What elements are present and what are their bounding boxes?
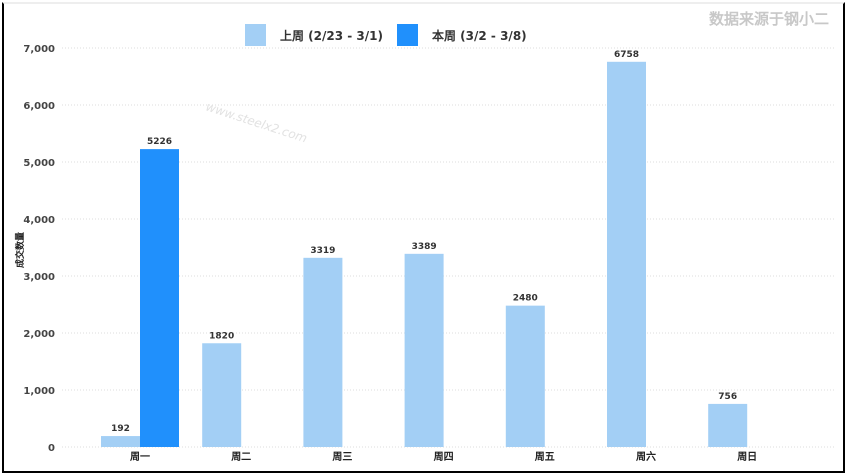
y-tick-label: 7,000: [23, 44, 55, 55]
x-tick-label: 周二: [231, 451, 251, 463]
y-tick-label: 3,000: [23, 272, 55, 283]
x-tick-label: 周日: [737, 451, 757, 463]
data-label: 3319: [310, 246, 335, 256]
data-label: 5226: [147, 137, 172, 147]
bar-last-week[interactable]: [404, 253, 444, 447]
x-tick-label: 周五: [535, 451, 555, 463]
bar-last-week[interactable]: [708, 403, 748, 447]
source-note: 数据来源于钢小二: [708, 10, 829, 28]
y-tick-label: 1,000: [23, 386, 55, 397]
legend-swatch-this-week: [397, 24, 418, 46]
bar-last-week[interactable]: [101, 436, 140, 447]
bar-last-week[interactable]: [607, 61, 646, 447]
data-label: 6758: [614, 50, 639, 60]
y-tick-label: 6,000: [23, 101, 55, 112]
data-label: 2480: [513, 294, 538, 304]
y-tick-label: 0: [48, 443, 55, 454]
legend-item-this-week[interactable]: 本周 (3/2 - 3/8): [397, 24, 527, 46]
watermark: www.steelx2.com: [204, 100, 309, 146]
legend-item-last-week[interactable]: 上周 (2/23 - 3/1): [245, 24, 383, 46]
legend-label-last-week: 上周 (2/23 - 3/1): [280, 28, 383, 43]
x-tick-label: 周三: [332, 451, 352, 463]
bar-last-week[interactable]: [505, 305, 545, 447]
x-tick-label: 周四: [434, 451, 454, 463]
bar-last-week[interactable]: [303, 257, 343, 447]
y-tick-label: 2,000: [23, 329, 55, 340]
data-label: 3389: [412, 242, 437, 252]
x-tick-label: 周一: [130, 451, 150, 463]
legend-swatch-last-week: [245, 24, 266, 46]
bar-last-week[interactable]: [202, 343, 242, 447]
legend-label-this-week: 本周 (3/2 - 3/8): [432, 28, 527, 43]
data-label: 756: [718, 392, 737, 402]
data-label: 192: [111, 424, 130, 434]
y-tick-label: 4,000: [23, 215, 55, 226]
bar-this-week[interactable]: [140, 149, 179, 448]
x-tick-label: 周六: [636, 450, 656, 463]
data-label: 1820: [209, 331, 234, 341]
y-axis-label: 成交数量: [14, 232, 26, 268]
y-tick-label: 5,000: [23, 158, 55, 169]
legend: 上周 (2/23 - 3/1) 本周 (3/2 - 3/8): [245, 24, 541, 46]
